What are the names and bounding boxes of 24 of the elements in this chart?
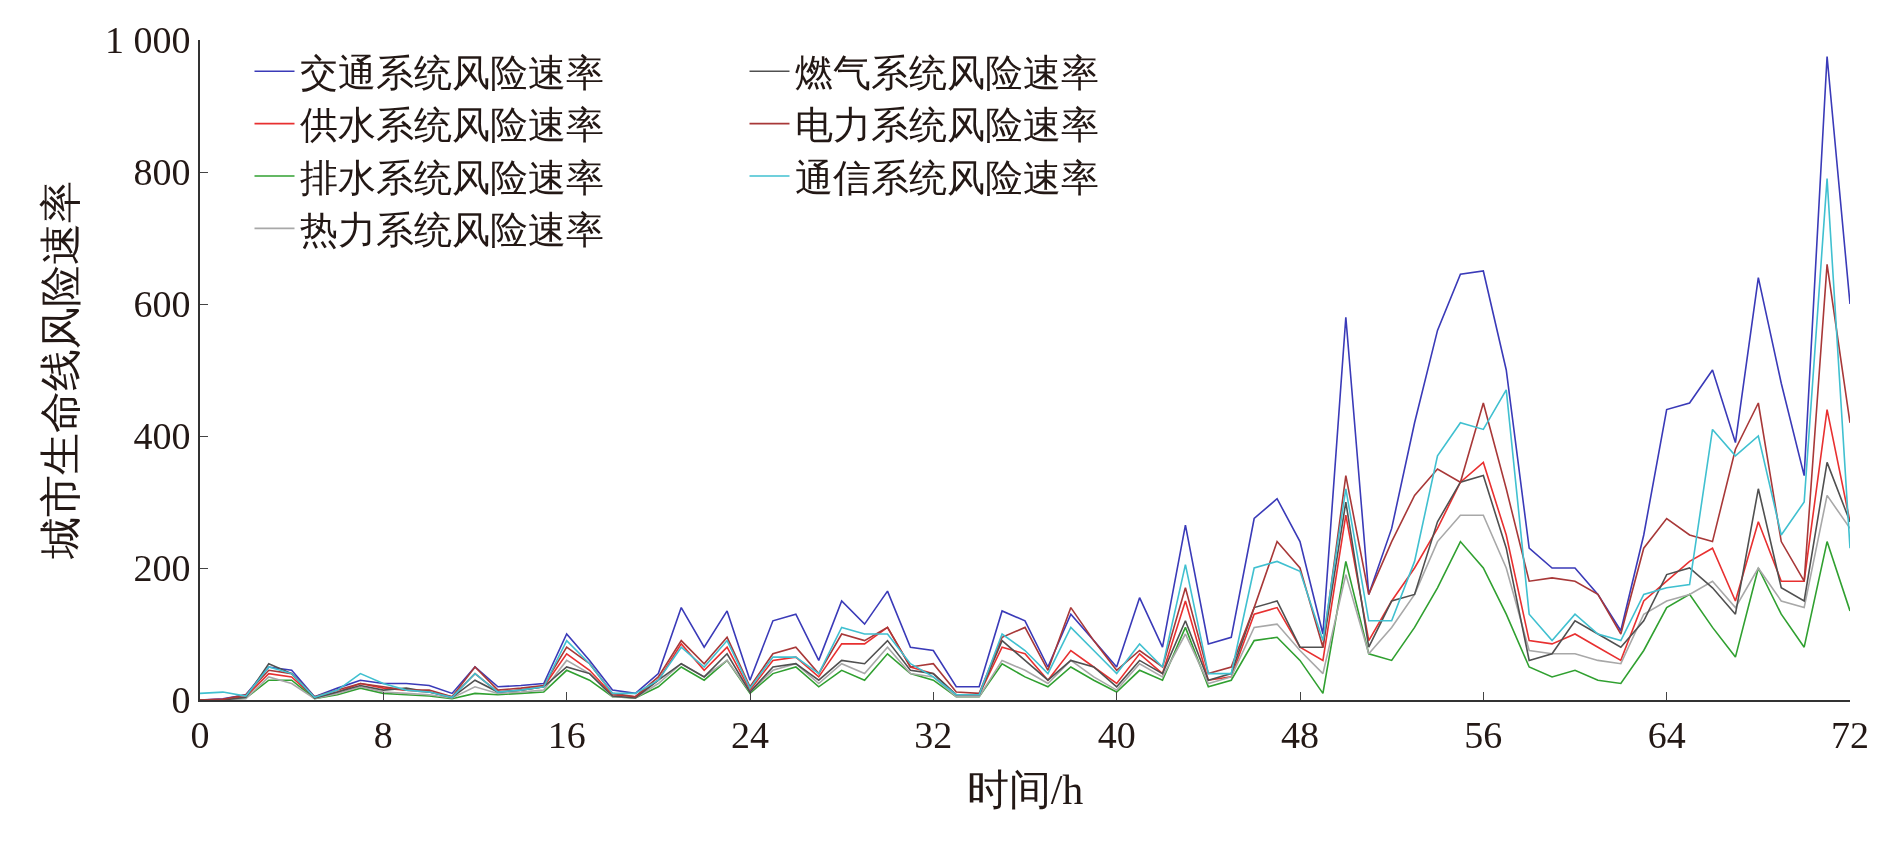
x-tick-label: 32 (914, 713, 953, 756)
x-tick-label: 48 (1281, 713, 1319, 756)
y-tick-label: 800 (133, 151, 191, 194)
legend-label: 交通系统风险速率 (299, 52, 604, 95)
legend-label: 燃气系统风险速率 (794, 52, 1099, 95)
y-tick-label: 600 (133, 283, 191, 326)
x-tick-label: 72 (1831, 713, 1869, 756)
y-tick-label: 1 000 (104, 19, 191, 62)
y-tick-label: 200 (133, 547, 191, 590)
legend-label: 通信系统风险速率 (794, 156, 1099, 199)
y-axis-title: 城市生命线风险速率 (38, 181, 85, 560)
legend-label: 热力系统风险速率 (299, 209, 604, 252)
x-tick-label: 64 (1647, 713, 1686, 756)
x-tick-label: 56 (1464, 713, 1503, 756)
x-tick-label: 40 (1097, 713, 1136, 756)
y-tick-label: 0 (171, 679, 191, 722)
x-axis-title: 时间/h (966, 767, 1084, 813)
legend-label: 电力系统风险速率 (794, 104, 1099, 147)
x-tick-label: 16 (547, 713, 586, 756)
x-tick-label: 24 (731, 713, 769, 756)
legend-label: 排水系统风险速率 (299, 156, 604, 199)
legend-label: 供水系统风险速率 (299, 104, 604, 147)
x-tick-label: 8 (373, 713, 393, 756)
y-tick-label: 400 (133, 415, 191, 458)
